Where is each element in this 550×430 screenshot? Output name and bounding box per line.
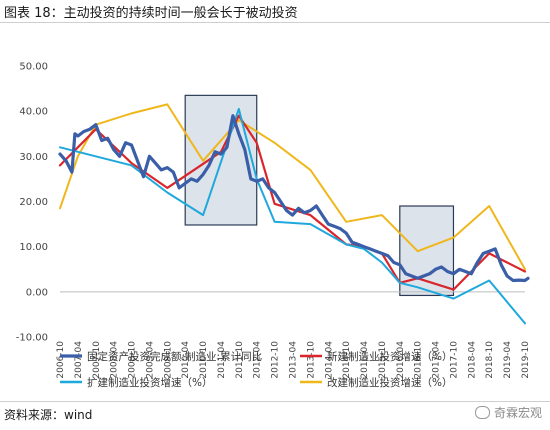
x-tick-label: 2017-04 bbox=[432, 341, 442, 379]
x-tick-label: 2007-10 bbox=[92, 341, 102, 379]
x-tick-label: 2009-04 bbox=[145, 341, 155, 379]
legend: 固定资产投资完成额:制造业:累计同比 新建制造业投资增速（%） 扩建制造业投资增速（… bbox=[60, 350, 452, 389]
series-line bbox=[59, 107, 526, 325]
footer-divider bbox=[0, 401, 550, 402]
x-tick-label: 2013-04 bbox=[289, 341, 299, 379]
legend-label: 改建制造业投资增速（%） bbox=[327, 376, 452, 389]
chart: 50.00 40.00 30.00 20.00 10.00 0.00 -10.00 2006… bbox=[16, 62, 531, 390]
x-tick-label: 2014-04 bbox=[324, 341, 334, 379]
x-tick-label: 2015-10 bbox=[378, 341, 388, 379]
y-tick-label: -10.00 bbox=[16, 333, 48, 344]
x-tick-label: 2010-04 bbox=[181, 341, 191, 379]
x-tick-label: 2019-04 bbox=[503, 341, 513, 379]
x-tick-label: 2014-10 bbox=[342, 341, 352, 379]
y-axis: 50.00 40.00 30.00 20.00 10.00 0.00 -10.00 bbox=[16, 62, 525, 344]
x-tick-label: 2015-04 bbox=[360, 341, 370, 379]
x-tick-label: 2009-10 bbox=[163, 341, 173, 379]
legend-label: 扩建制造业投资增速（%） bbox=[87, 376, 212, 389]
x-tick-label: 2012-10 bbox=[271, 341, 281, 379]
series-line bbox=[58, 114, 530, 283]
x-tick-label: 2019-10 bbox=[521, 341, 531, 379]
x-axis: 2006-10 2007-04 2007-10 2008-04 2008-10 2009-… bbox=[56, 341, 531, 379]
x-tick-label: 2008-04 bbox=[110, 341, 120, 379]
x-tick-label: 2012-04 bbox=[253, 341, 263, 379]
y-tick-label: 20.00 bbox=[19, 197, 48, 208]
x-tick-label: 2011-10 bbox=[235, 341, 245, 379]
y-tick-label: 40.00 bbox=[19, 107, 48, 118]
legend-label: 固定资产投资完成额:制造业:累计同比 bbox=[87, 350, 262, 363]
watermark: 奇霖宏观 bbox=[474, 404, 542, 421]
figure-title: 图表 18：主动投资的持续时间一般会长于被动投资 bbox=[4, 6, 298, 21]
x-tick-label: 2011-04 bbox=[217, 341, 227, 379]
series-line bbox=[59, 103, 526, 271]
x-tick-label: 2018-10 bbox=[485, 341, 495, 379]
title-divider bbox=[0, 22, 550, 23]
wechat-icon bbox=[474, 406, 490, 419]
x-tick-label: 2006-10 bbox=[56, 341, 66, 379]
x-tick-label: 2016-04 bbox=[396, 341, 406, 379]
y-tick-label: 0.00 bbox=[26, 287, 48, 298]
x-tick-label: 2007-04 bbox=[74, 341, 84, 379]
shaded-periods bbox=[184, 94, 455, 297]
series-line bbox=[58, 114, 527, 291]
x-tick-label: 2010-10 bbox=[199, 341, 209, 379]
watermark-text: 奇霖宏观 bbox=[493, 406, 542, 420]
x-tick-label: 2017-10 bbox=[449, 341, 459, 379]
source-note: 资料来源：wind bbox=[4, 408, 93, 422]
x-tick-label: 2018-04 bbox=[467, 341, 477, 379]
plot-area bbox=[58, 103, 530, 325]
y-tick-label: 50.00 bbox=[19, 62, 48, 73]
x-tick-label: 2008-10 bbox=[128, 341, 138, 379]
y-tick-label: 30.00 bbox=[19, 152, 48, 163]
x-tick-label: 2013-10 bbox=[306, 341, 316, 379]
y-tick-label: 10.00 bbox=[19, 242, 48, 253]
x-tick-label: 2016-10 bbox=[414, 341, 424, 379]
legend-label: 新建制造业投资增速（%） bbox=[327, 350, 452, 363]
